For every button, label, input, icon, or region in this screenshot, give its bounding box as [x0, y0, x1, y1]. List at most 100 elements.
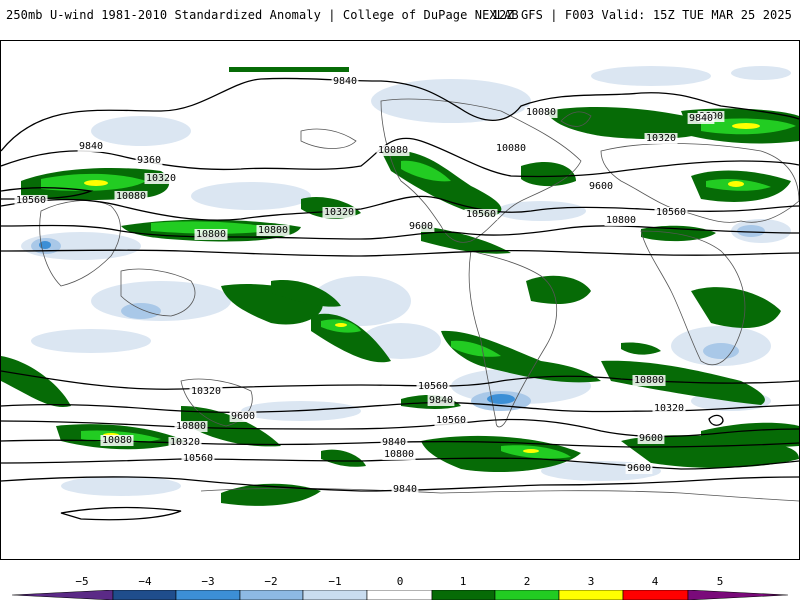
- colorbar-segment: [622, 590, 689, 600]
- contour-label: 10800: [258, 225, 288, 236]
- contour-label-bg: [637, 433, 665, 444]
- colorbar-segment: [175, 590, 241, 600]
- colorbar-tick-label: 5: [716, 575, 724, 588]
- contour-label: 10320: [654, 403, 684, 414]
- contour-label-bg: [229, 411, 257, 422]
- contour-label-bg: [114, 191, 148, 202]
- contour-label: 10320: [324, 207, 354, 218]
- header: 250mb U-wind 1981-2010 Standardized Anom…: [0, 0, 800, 40]
- contour-label-bg: [652, 403, 686, 414]
- contour-label: 9840: [333, 76, 357, 87]
- contour-label-bg: [644, 133, 678, 144]
- contour-label: 10320: [170, 437, 200, 448]
- contour-label: 9840: [393, 484, 417, 495]
- contour-labels: 9840960010080103201056010800936010080103…: [14, 76, 725, 495]
- colorbar-segment: [366, 590, 433, 600]
- contour-label-bg: [174, 421, 208, 432]
- contour-label-bg: [687, 113, 715, 124]
- contour-label-bg: [181, 453, 215, 464]
- contour-label: 10560: [436, 415, 466, 426]
- contour-label: 9840: [689, 113, 713, 124]
- run-info: 12Z GFS | F003 Valid: 15Z TUE MAR 25 202…: [491, 8, 792, 22]
- contour-label-bg: [331, 76, 359, 87]
- contour-label-bg: [416, 381, 450, 392]
- colorbar-tick-label: −4: [138, 575, 152, 588]
- colorbar-tick-label: 1: [459, 575, 467, 588]
- contour-label: 10080: [526, 107, 556, 118]
- contour-label-bg: [189, 386, 223, 397]
- contour-label: 10320: [191, 386, 221, 397]
- contour-label-bg: [100, 435, 134, 446]
- contour-label: 10080: [378, 145, 408, 156]
- colorbar-tick-label: 0: [396, 575, 404, 588]
- colorbar-bar: [11, 590, 789, 600]
- map-canvas: 9840960010080103201056010800936010080103…: [1, 66, 799, 521]
- contour-label: 10560: [656, 207, 686, 218]
- colorbar: −5 −4 −3 −2 −1 0 1 2 3 4 5: [0, 568, 800, 600]
- contour-label-bg: [434, 415, 468, 426]
- contour-label: 10560: [466, 209, 496, 220]
- contour-label: 10560: [16, 195, 46, 206]
- contour-label-bg: [77, 141, 105, 152]
- contour-label-bg: [382, 449, 416, 460]
- contour-label-bg: [14, 195, 48, 206]
- contour-label: 9840: [429, 395, 453, 406]
- colorbar-segment: [239, 590, 304, 600]
- contour-label-bg: [587, 181, 615, 192]
- colorbar-tick-label: −5: [75, 575, 89, 588]
- contour-label-bg: [144, 173, 178, 184]
- contour-label: 9600: [231, 411, 255, 422]
- contour-label: 10320: [146, 173, 176, 184]
- contour-label-bg: [464, 209, 498, 220]
- colorbar-segment: [431, 590, 496, 600]
- contour-label-bg: [322, 207, 356, 218]
- contour-label-bg: [256, 225, 290, 236]
- contour-label-bg: [407, 221, 435, 232]
- contour-label-bg: [632, 375, 666, 386]
- contour-label: 10320: [646, 133, 676, 144]
- map-title: 250mb U-wind 1981-2010 Standardized Anom…: [6, 8, 519, 22]
- contour-label: 10080: [496, 143, 526, 154]
- colorbar-tick-label: 2: [523, 575, 531, 588]
- contour-label: 9360: [137, 155, 161, 166]
- contour-label: 9600: [409, 221, 433, 232]
- contour-label: 10560: [183, 453, 213, 464]
- contour-label: 10080: [116, 191, 146, 202]
- contour-label-bg: [654, 207, 688, 218]
- contour-label-bg: [194, 229, 228, 240]
- map-panel: 9840960010080103201056010800936010080103…: [0, 40, 800, 560]
- colorbar-segment: [11, 590, 114, 600]
- contour-label: 10080: [102, 435, 132, 446]
- contour-label-bg: [524, 107, 558, 118]
- contour-label-bg: [604, 215, 638, 226]
- colorbar-segment: [494, 590, 560, 600]
- contour-label-bg: [135, 155, 163, 166]
- contour-label: 9600: [627, 463, 651, 474]
- colorbar-tick-label: 3: [587, 575, 595, 588]
- contour-label: 10800: [196, 229, 226, 240]
- colorbar-segment: [687, 590, 789, 600]
- contour-label-bg: [494, 143, 528, 154]
- colorbar-tick-label: 4: [651, 575, 659, 588]
- contour-label: 9600: [589, 181, 613, 192]
- contour-label-bg: [168, 437, 202, 448]
- colorbar-tick-label: −2: [264, 575, 278, 588]
- contour-label: 10800: [384, 449, 414, 460]
- contour-label: 9840: [382, 437, 406, 448]
- contour-label-bg: [391, 484, 419, 495]
- contour-label: 9840: [79, 141, 103, 152]
- contour-label: 10800: [176, 421, 206, 432]
- colorbar-segment: [558, 590, 624, 600]
- colorbar-tick-label: −1: [328, 575, 342, 588]
- contour-label: 10560: [418, 381, 448, 392]
- contour-label-bg: [380, 437, 408, 448]
- contour-label: 10800: [634, 375, 664, 386]
- contour-label: 9600: [639, 433, 663, 444]
- contour-label: 10800: [606, 215, 636, 226]
- contour-label-bg: [427, 395, 455, 406]
- contour-label-bg: [625, 463, 653, 474]
- colorbar-segment: [302, 590, 368, 600]
- contour-label-bg: [376, 145, 410, 156]
- colorbar-segment: [112, 590, 177, 600]
- colorbar-tick-label: −3: [201, 575, 215, 588]
